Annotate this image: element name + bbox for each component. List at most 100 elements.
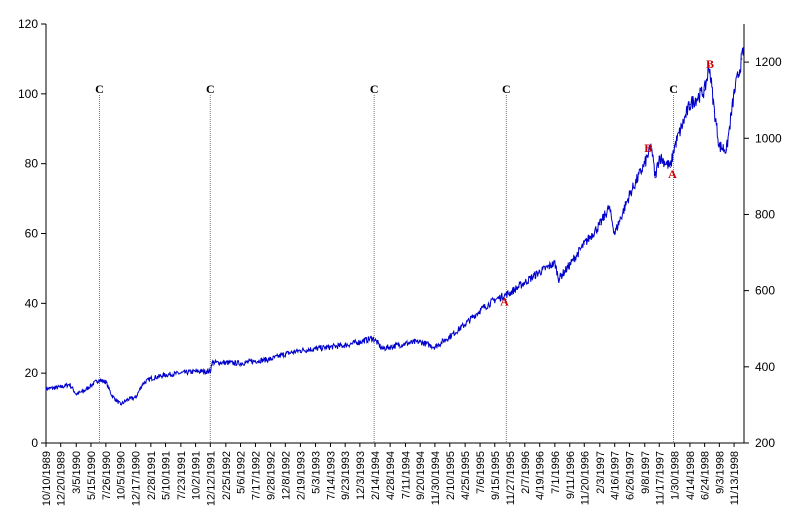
x-tick-label: 2/7/1996 bbox=[520, 451, 532, 494]
x-tick-label: 12/20/1989 bbox=[56, 451, 68, 506]
series-point bbox=[180, 372, 182, 374]
x-tick-label: 9/8/1997 bbox=[640, 451, 652, 494]
x-tick-label: 4/25/1995 bbox=[460, 451, 472, 500]
x-tick-label: 5/6/1992 bbox=[236, 451, 248, 494]
series-point bbox=[314, 348, 317, 350]
series-point bbox=[142, 383, 144, 385]
series-point bbox=[299, 349, 302, 352]
x-tick-label: 4/14/1998 bbox=[685, 451, 697, 500]
series-point bbox=[741, 58, 743, 60]
x-tick-label: 9/28/1992 bbox=[266, 451, 278, 500]
x-tick-label: 12/3/1993 bbox=[355, 451, 367, 500]
x-tick-label: 11/17/1997 bbox=[654, 451, 666, 505]
marker-b-label: B bbox=[706, 57, 714, 71]
x-tick-label: 9/3/1998 bbox=[714, 451, 726, 494]
series-point bbox=[284, 353, 286, 355]
y-right-tick-label: 1000 bbox=[755, 131, 782, 145]
series-point bbox=[509, 292, 511, 294]
y-right-tick-label: 400 bbox=[755, 360, 775, 374]
x-tick-label: 10/5/1990 bbox=[116, 451, 128, 500]
series-point bbox=[725, 149, 728, 151]
y-left-tick-label: 0 bbox=[31, 436, 38, 450]
series-point bbox=[389, 346, 391, 348]
x-tick-label: 9/11/1996 bbox=[565, 451, 577, 499]
x-tick-label: 11/13/1998 bbox=[729, 451, 741, 505]
y-right-tick-label: 200 bbox=[755, 436, 775, 450]
series-point bbox=[225, 362, 227, 364]
axes: 0 20 40 60 80 100 120 200 400 600 800 1000 1200 10/10… bbox=[18, 17, 782, 506]
series-point bbox=[127, 398, 129, 400]
series-point bbox=[69, 383, 71, 385]
y-left-tick-label: 40 bbox=[25, 296, 39, 310]
marker-c-label: C bbox=[95, 82, 104, 96]
x-tick-label: 7/11/1994 bbox=[400, 451, 412, 499]
x-tick-label: 5/3/1993 bbox=[311, 451, 323, 494]
series-point bbox=[135, 397, 137, 399]
series-point bbox=[464, 323, 466, 325]
y-right-tick-label: 1200 bbox=[755, 55, 782, 69]
series-point bbox=[569, 264, 571, 266]
marker-c-label: C bbox=[502, 82, 511, 96]
series-point bbox=[329, 346, 332, 348]
series-point bbox=[558, 278, 560, 280]
annotation-labels: A B A B bbox=[500, 57, 714, 308]
series-point bbox=[404, 342, 407, 345]
series-point bbox=[45, 388, 47, 390]
marker-a-label: A bbox=[668, 167, 677, 181]
series-point bbox=[239, 362, 242, 364]
y-left-tick-label: 120 bbox=[18, 17, 38, 31]
x-tick-label: 7/17/1992 bbox=[250, 451, 262, 500]
series-point bbox=[628, 194, 631, 196]
x-tick-label: 5/10/1991 bbox=[161, 451, 173, 500]
series-point bbox=[658, 156, 660, 158]
series-point bbox=[359, 341, 361, 343]
series-point bbox=[743, 47, 745, 50]
x-tick-label: 10/2/1991 bbox=[191, 451, 203, 500]
x-tick-label: 7/14/1993 bbox=[325, 451, 337, 500]
x-tick-label: 12/12/1991 bbox=[205, 451, 217, 506]
x-tick-label: 11/20/1996 bbox=[579, 451, 591, 505]
series-point bbox=[733, 93, 735, 95]
series-point bbox=[713, 110, 715, 112]
x-tick-label: 9/23/1993 bbox=[340, 451, 352, 500]
y-left-tick-label: 80 bbox=[25, 157, 39, 171]
series-point bbox=[105, 381, 107, 383]
series-point bbox=[90, 384, 92, 386]
x-tick-label: 7/26/1990 bbox=[101, 451, 113, 500]
x-tick-label: 4/28/1994 bbox=[385, 451, 397, 500]
series-point bbox=[704, 89, 706, 91]
series-point bbox=[650, 145, 652, 147]
series-point bbox=[194, 370, 197, 373]
x-tick-label: 9/20/1994 bbox=[415, 451, 427, 500]
marker-b-label: B bbox=[644, 141, 652, 155]
series-point bbox=[119, 403, 122, 406]
x-tick-label: 2/10/1995 bbox=[445, 451, 457, 500]
marker-c-label: C bbox=[206, 82, 215, 96]
series-point bbox=[673, 145, 676, 147]
x-tick-label: 2/14/1994 bbox=[370, 451, 382, 500]
x-tick-label: 2/19/1993 bbox=[295, 451, 307, 500]
series-point bbox=[60, 386, 62, 388]
x-tick-label: 6/26/1997 bbox=[624, 451, 636, 500]
x-tick-label: 7/1/1996 bbox=[550, 451, 562, 494]
series-point bbox=[164, 374, 167, 376]
series-point bbox=[419, 341, 421, 343]
x-tick-label: 2/28/1991 bbox=[146, 451, 158, 500]
x-tick-label: 11/30/1994 bbox=[430, 451, 442, 505]
series-point bbox=[97, 379, 100, 381]
series-point bbox=[644, 163, 646, 165]
series-point bbox=[211, 362, 213, 364]
series-point bbox=[479, 309, 481, 311]
series-point bbox=[718, 145, 720, 147]
series-point bbox=[84, 390, 86, 392]
x-tick-label: 5/15/1990 bbox=[86, 451, 98, 500]
series-point bbox=[254, 360, 257, 362]
x-tick-label: 10/10/1989 bbox=[41, 451, 53, 506]
x-tick-label: 2/25/1992 bbox=[221, 451, 233, 500]
x-tick-label: 7/23/1991 bbox=[176, 451, 188, 500]
series-point bbox=[554, 262, 556, 264]
series-point bbox=[689, 103, 691, 105]
series-point bbox=[374, 339, 376, 341]
